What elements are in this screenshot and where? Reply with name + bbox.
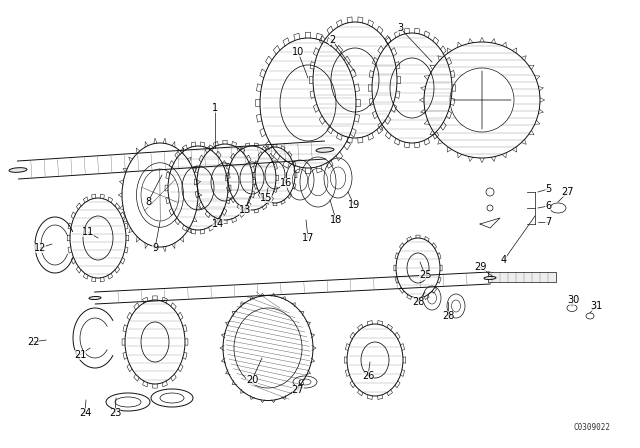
Bar bbox=[488, 272, 556, 282]
Text: 8: 8 bbox=[145, 197, 151, 207]
Ellipse shape bbox=[89, 297, 101, 300]
Text: 10: 10 bbox=[292, 47, 304, 57]
Text: 31: 31 bbox=[590, 301, 602, 311]
Text: 27: 27 bbox=[292, 385, 304, 395]
Text: 25: 25 bbox=[419, 270, 431, 280]
Text: 24: 24 bbox=[79, 408, 91, 418]
Text: 12: 12 bbox=[34, 243, 46, 253]
Text: 30: 30 bbox=[567, 295, 579, 305]
Text: 17: 17 bbox=[302, 233, 314, 243]
Text: 28: 28 bbox=[442, 311, 454, 321]
Text: 13: 13 bbox=[239, 205, 251, 215]
Text: 16: 16 bbox=[280, 178, 292, 188]
Text: 23: 23 bbox=[109, 408, 121, 418]
Text: 4: 4 bbox=[501, 255, 507, 265]
Text: 1: 1 bbox=[212, 103, 218, 113]
Text: 18: 18 bbox=[330, 215, 342, 225]
Text: 5: 5 bbox=[545, 184, 551, 194]
Text: 11: 11 bbox=[82, 227, 94, 237]
Text: 26: 26 bbox=[362, 371, 374, 381]
Text: 19: 19 bbox=[348, 200, 360, 210]
Text: 27: 27 bbox=[562, 187, 574, 197]
Text: 6: 6 bbox=[545, 201, 551, 211]
Text: 22: 22 bbox=[27, 337, 39, 347]
Text: 14: 14 bbox=[212, 219, 224, 229]
Ellipse shape bbox=[484, 276, 496, 280]
Text: 7: 7 bbox=[545, 217, 551, 227]
Text: 15: 15 bbox=[260, 193, 272, 203]
Text: 29: 29 bbox=[474, 262, 486, 272]
Ellipse shape bbox=[316, 148, 334, 152]
Text: 21: 21 bbox=[74, 350, 86, 360]
Ellipse shape bbox=[9, 168, 27, 172]
Text: C0309022: C0309022 bbox=[573, 423, 610, 432]
Text: 9: 9 bbox=[152, 243, 158, 253]
Text: 28: 28 bbox=[412, 297, 424, 307]
Text: 2: 2 bbox=[329, 35, 335, 45]
Text: 3: 3 bbox=[397, 23, 403, 33]
Text: 20: 20 bbox=[246, 375, 258, 385]
